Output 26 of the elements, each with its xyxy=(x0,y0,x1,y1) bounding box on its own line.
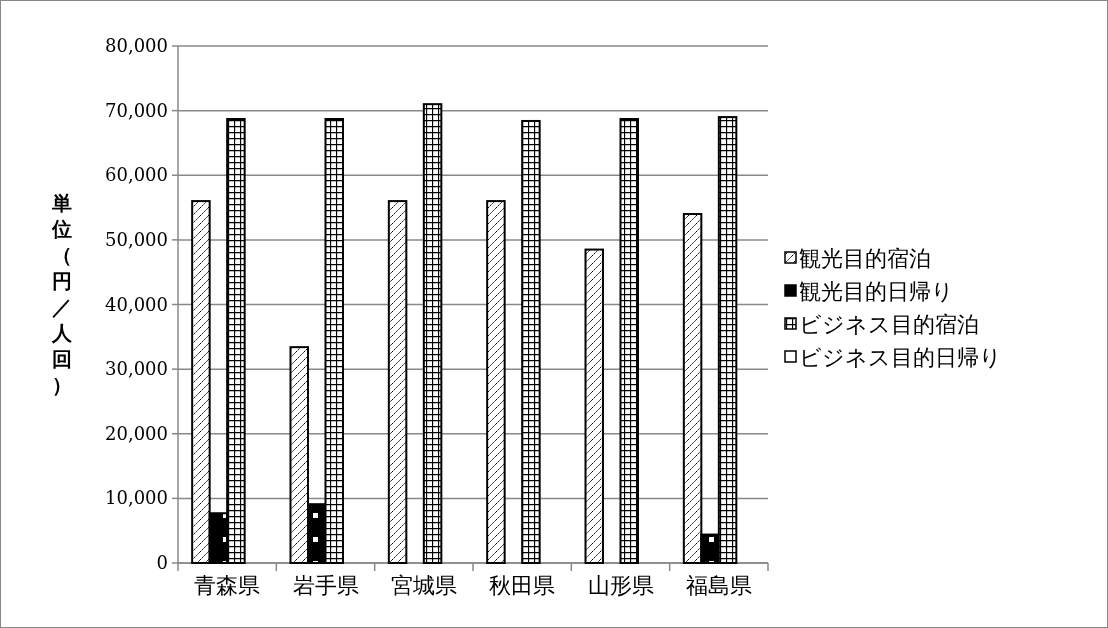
bar xyxy=(619,118,639,564)
y-tick-label: 40,000 xyxy=(105,293,168,315)
legend-label: 観光目的日帰り xyxy=(799,279,954,304)
y-tick-label: 50,000 xyxy=(105,228,168,250)
bar xyxy=(521,119,541,564)
y-tick-label: 10,000 xyxy=(105,487,168,509)
bar xyxy=(584,248,604,564)
bar xyxy=(387,200,408,564)
y-tick-label: 80,000 xyxy=(105,35,168,56)
x-tick-label: 山形県 xyxy=(587,573,654,598)
x-tick-label: 秋田県 xyxy=(489,573,556,598)
x-tick-label: 青森県 xyxy=(194,573,261,598)
x-tick-label: 福島県 xyxy=(685,573,752,598)
y-tick-label: 30,000 xyxy=(105,358,168,380)
x-tick-label: 宮城県 xyxy=(390,573,457,598)
bar xyxy=(422,103,443,564)
y-tick-label: 70,000 xyxy=(105,99,168,121)
legend-label: 観光目的宿泊 xyxy=(799,246,931,271)
legend-label: ビジネス目的日帰り xyxy=(799,345,1002,370)
y-axis-title: 単位（円／人回） xyxy=(51,191,73,397)
legend-label: ビジネス目的宿泊 xyxy=(799,312,979,337)
y-tick-label: 20,000 xyxy=(105,422,168,444)
x-tick-label: 岩手県 xyxy=(292,573,359,598)
bar xyxy=(486,200,506,564)
y-tick-label: 0 xyxy=(156,552,168,573)
y-tick-label: 60,000 xyxy=(105,164,168,186)
